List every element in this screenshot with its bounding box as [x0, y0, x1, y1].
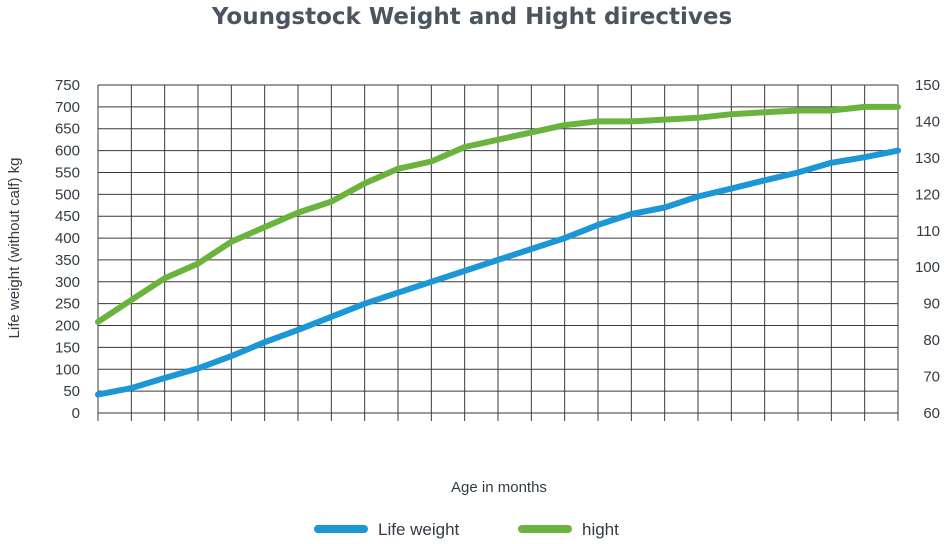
- y-left-tick-label: 50: [63, 383, 80, 400]
- y-axis-left-ticks: 0 50 100 150 200 250 300 350 400 450 500 550 600 650 7…: [55, 77, 80, 422]
- y-right-tick-label: 140: [915, 113, 940, 130]
- series-layer: [95, 103, 901, 398]
- y-left-tick-label: 500: [55, 186, 80, 203]
- y-right-tick-label: 60: [923, 405, 940, 422]
- y-left-tick-label: 600: [55, 143, 80, 160]
- y-axis-left-label: Life weight (without calf) kg: [6, 158, 23, 339]
- y-left-tick-label: 250: [55, 296, 80, 313]
- y-left-tick-label: 750: [55, 77, 80, 94]
- y-left-tick-label: 700: [55, 99, 80, 116]
- y-left-tick-label: 450: [55, 208, 80, 225]
- grid: [97, 84, 899, 414]
- y-right-tick-label: 80: [923, 332, 940, 349]
- y-left-tick-label: 400: [55, 230, 80, 247]
- y-left-tick-label: 0: [72, 405, 80, 422]
- y-right-tick-label: 150: [915, 77, 940, 94]
- y-right-tick-label: 110: [916, 223, 940, 240]
- y-right-tick-label: 100: [915, 259, 940, 276]
- y-left-tick-label: 550: [55, 164, 80, 181]
- legend-label-hight: hight: [582, 520, 619, 539]
- y-left-tick-label: 200: [55, 318, 80, 335]
- y-right-tick-label: 90: [923, 296, 940, 313]
- chart-title: Youngstock Weight and Hight directives: [211, 4, 733, 30]
- y-left-tick-label: 150: [55, 339, 80, 356]
- y-left-tick-label: 100: [55, 361, 80, 378]
- y-right-tick-label: 130: [915, 150, 940, 167]
- y-left-tick-label: 650: [55, 121, 80, 138]
- y-axis-right-ticks: 60 70 80 90 100 110 120 130 140 150: [915, 77, 940, 422]
- legend-label-life-weight: Life weight: [378, 520, 460, 539]
- x-axis-ticks: [97, 413, 899, 421]
- series-line-life-weight: [95, 147, 901, 398]
- y-right-tick-label: 70: [923, 369, 940, 386]
- y-left-tick-label: 300: [55, 274, 80, 291]
- y-right-tick-label: 120: [915, 186, 940, 203]
- legend: Life weight hight: [314, 520, 619, 539]
- x-axis-label: Age in months: [451, 479, 547, 496]
- y-left-tick-label: 350: [55, 252, 80, 269]
- series-line-hight: [95, 103, 901, 325]
